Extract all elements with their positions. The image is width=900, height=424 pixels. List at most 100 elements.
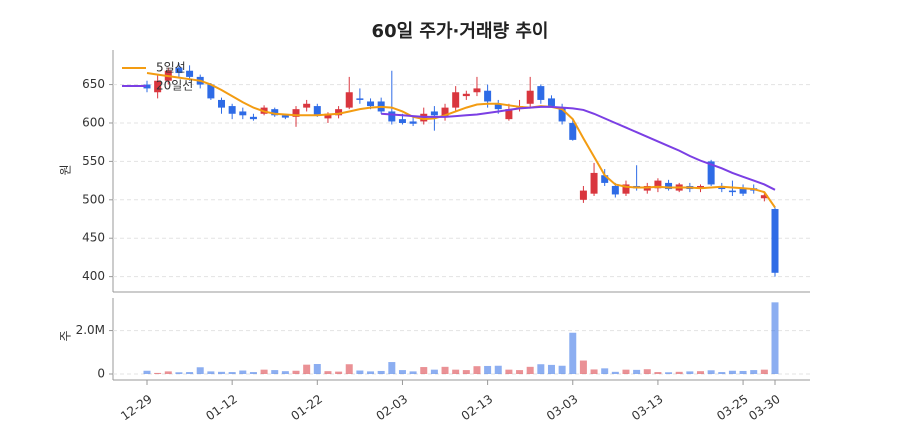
volume-bar bbox=[675, 371, 683, 374]
x-tick-label: 01-12 bbox=[203, 392, 240, 420]
candle-body bbox=[760, 195, 768, 199]
volume-bar bbox=[345, 364, 353, 374]
volume-bar bbox=[611, 371, 619, 374]
x-tick-label: 12-29 bbox=[118, 392, 155, 420]
volume-bar bbox=[526, 366, 534, 374]
candle-body bbox=[409, 121, 417, 124]
candle-body bbox=[281, 115, 289, 118]
volume-bar bbox=[420, 367, 428, 374]
y-tick-label: 400 bbox=[82, 269, 105, 283]
volume-bar bbox=[324, 371, 332, 374]
volume-bar bbox=[516, 370, 524, 374]
volume-bar bbox=[569, 332, 577, 374]
candle-body bbox=[739, 187, 747, 194]
candle-body bbox=[622, 184, 630, 194]
volume-bar bbox=[452, 369, 460, 374]
candle-body bbox=[324, 113, 332, 119]
volume-bar bbox=[771, 302, 779, 374]
candle-body bbox=[249, 116, 257, 120]
candle-body bbox=[143, 84, 151, 89]
y-tick-label: 600 bbox=[82, 115, 105, 129]
candle-body bbox=[430, 111, 438, 116]
x-tick-label: 03-30 bbox=[746, 392, 783, 420]
volume-bar bbox=[622, 369, 630, 374]
candle-body bbox=[239, 111, 247, 116]
volume-bar bbox=[218, 371, 226, 374]
candle-body bbox=[558, 107, 566, 122]
volume-bar bbox=[643, 369, 651, 374]
candle-body bbox=[611, 185, 619, 195]
volume-bar bbox=[665, 372, 673, 374]
candle-body bbox=[313, 106, 321, 116]
candle-body bbox=[579, 190, 587, 200]
candle-body bbox=[590, 172, 598, 194]
candle-body bbox=[473, 88, 481, 93]
volume-bar bbox=[303, 364, 311, 374]
x-tick-label: 02-03 bbox=[374, 392, 411, 420]
candle-body bbox=[398, 119, 406, 123]
candle-body bbox=[547, 98, 555, 107]
candle-body bbox=[441, 107, 449, 117]
volume-bar bbox=[186, 372, 194, 374]
volume-bar bbox=[537, 364, 545, 374]
candle-body bbox=[367, 101, 375, 107]
candle-body bbox=[484, 90, 492, 102]
candle-body bbox=[186, 70, 194, 77]
volume-bar bbox=[377, 370, 385, 374]
volume-bar bbox=[313, 364, 321, 374]
volume-bar bbox=[175, 372, 183, 374]
volume-bar bbox=[696, 371, 704, 374]
volume-bar bbox=[590, 369, 598, 374]
volume-bar bbox=[367, 371, 375, 374]
volume-bar bbox=[601, 368, 609, 374]
volume-tick-label: 2.0M bbox=[76, 323, 105, 337]
candle-body bbox=[728, 190, 736, 193]
volume-bar bbox=[707, 370, 715, 374]
volume-bar bbox=[760, 369, 768, 374]
volume-tick-label: 0 bbox=[97, 367, 105, 381]
volume-bar bbox=[750, 370, 758, 374]
candle-body bbox=[271, 109, 279, 116]
candle-body bbox=[771, 209, 779, 273]
x-tick-label: 02-13 bbox=[459, 392, 496, 420]
volume-bar bbox=[473, 366, 481, 374]
candle-body bbox=[154, 80, 162, 93]
volume-bar bbox=[398, 370, 406, 374]
candle-body bbox=[218, 99, 226, 108]
volume-bar bbox=[228, 372, 236, 374]
candle-body bbox=[696, 185, 704, 189]
volume-bar bbox=[686, 371, 694, 374]
volume-axis-label: 주 bbox=[59, 330, 73, 341]
volume-bar bbox=[547, 364, 555, 374]
ma-line bbox=[381, 105, 776, 191]
candle-body bbox=[569, 122, 577, 140]
volume-bar bbox=[239, 370, 247, 374]
y-tick-label: 450 bbox=[82, 231, 105, 245]
volume-bar bbox=[462, 370, 470, 374]
candle-body bbox=[452, 92, 460, 108]
volume-bar bbox=[388, 362, 396, 374]
volume-bar bbox=[281, 371, 289, 374]
candle-body bbox=[345, 92, 353, 108]
candle-body bbox=[388, 111, 396, 122]
volume-bar bbox=[292, 370, 300, 374]
volume-bar bbox=[356, 370, 364, 374]
volume-bar bbox=[271, 370, 279, 374]
volume-bar bbox=[249, 372, 257, 374]
volume-bar bbox=[441, 366, 449, 374]
candle-body bbox=[494, 103, 502, 110]
volume-bar bbox=[430, 369, 438, 374]
legend-label: 5일선 bbox=[156, 61, 186, 75]
volume-bar bbox=[579, 360, 587, 374]
volume-bar bbox=[558, 365, 566, 374]
candle-body bbox=[707, 161, 715, 185]
y-tick-label: 500 bbox=[82, 192, 105, 206]
x-tick-label: 01-22 bbox=[288, 392, 325, 420]
volume-bar bbox=[335, 371, 343, 374]
candle-body bbox=[526, 90, 534, 104]
x-tick-label: 03-25 bbox=[714, 392, 751, 420]
candle-body bbox=[505, 109, 513, 120]
candle-body bbox=[665, 182, 673, 190]
volume-bar bbox=[484, 365, 492, 374]
